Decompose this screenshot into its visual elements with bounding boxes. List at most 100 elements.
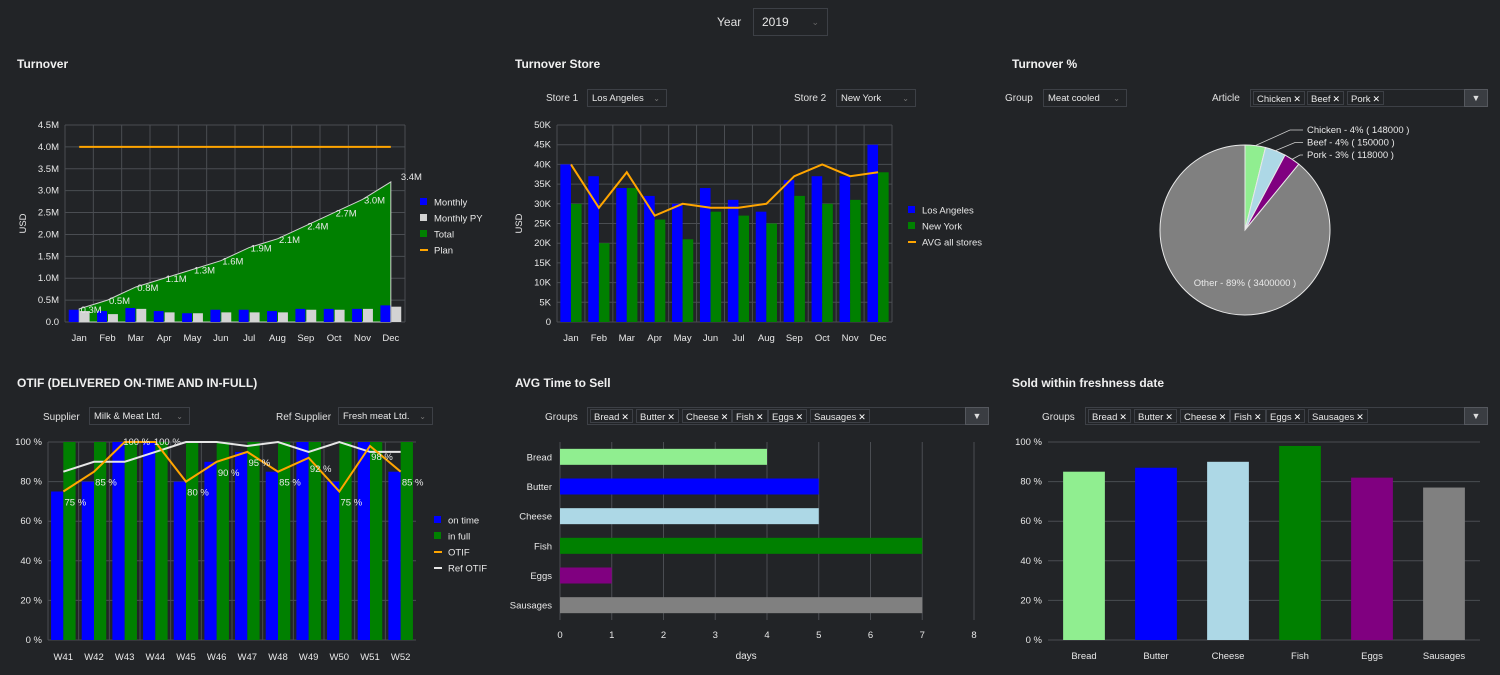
close-icon[interactable]: ✕ — [621, 412, 629, 422]
data-label: 1.9M — [251, 244, 272, 255]
turnover-store-title: Turnover Store — [515, 57, 601, 71]
store2-select[interactable]: New York ⌄ — [836, 89, 916, 107]
close-icon[interactable]: ✕ — [720, 412, 729, 422]
y-tick-label: 3.0M — [38, 186, 59, 197]
bar-fish — [560, 537, 923, 554]
tag-beef[interactable]: Beef ✕ — [1307, 91, 1345, 105]
bar-bread — [1063, 471, 1105, 640]
y-tick-label: 5K — [539, 297, 551, 308]
bar-monthly — [352, 308, 362, 322]
bar-los-angeles — [672, 203, 683, 322]
data-label: 75 % — [65, 498, 87, 509]
y-tick-label: 30K — [534, 199, 552, 210]
x-tick-label: Cheese — [1212, 651, 1245, 662]
y-tick-label: Fish — [534, 541, 552, 552]
bar-monthly-py — [79, 311, 90, 322]
tag-bread[interactable]: Bread ✕ — [1088, 409, 1131, 423]
bar-sausages — [560, 597, 923, 614]
data-label: 0.3M — [81, 305, 102, 316]
tag-butter[interactable]: Butter ✕ — [1134, 409, 1177, 423]
tag-chicken[interactable]: Chicken ✕ — [1253, 91, 1305, 105]
bar-on-time — [112, 442, 125, 640]
x-tick-label: W43 — [115, 652, 135, 663]
tag-eggs[interactable]: Eggs ✕ — [1266, 409, 1306, 423]
group-select[interactable]: Meat cooled ⌄ — [1043, 89, 1127, 107]
bar-new-york — [654, 219, 666, 322]
bar-on-time — [357, 442, 370, 640]
x-tick-label: May — [184, 333, 202, 344]
legend-swatch — [434, 532, 441, 539]
close-icon[interactable]: ✕ — [1165, 412, 1173, 422]
close-icon[interactable]: ✕ — [1293, 412, 1302, 422]
y-tick-label: 0 — [546, 317, 551, 328]
close-icon[interactable]: ✕ — [1332, 94, 1341, 104]
dropdown-toggle-button[interactable]: ▼ — [965, 407, 989, 425]
bar-cheese — [560, 508, 819, 525]
bar-los-angeles — [588, 176, 599, 322]
x-tick-label: 0 — [557, 630, 562, 641]
pie-leader-line — [1275, 142, 1303, 152]
x-tick-label: W45 — [176, 652, 196, 663]
article-label: Article — [1212, 93, 1240, 104]
tag-bread[interactable]: Bread ✕ — [590, 409, 633, 423]
close-icon[interactable]: ✕ — [1356, 412, 1364, 422]
tag-fish[interactable]: Fish ✕ — [732, 409, 768, 423]
x-tick-label: W47 — [238, 652, 258, 663]
y-tick-label: 4.0M — [38, 142, 59, 153]
tag-cheese[interactable]: Cheese ✕ — [1180, 409, 1231, 423]
y-tick-label: 3.5M — [38, 164, 59, 175]
year-select[interactable]: 2019 ⌄ — [753, 8, 828, 36]
supplier-select[interactable]: Milk & Meat Ltd. ⌄ — [89, 407, 190, 425]
bar-los-angeles — [783, 180, 795, 322]
close-icon[interactable]: ✕ — [1372, 94, 1381, 104]
bar-new-york — [682, 239, 694, 322]
legend-label: Los Angeles — [922, 206, 974, 217]
tag-eggs[interactable]: Eggs ✕ — [768, 409, 808, 423]
data-label: 3.0M — [364, 195, 385, 206]
tag-sausages[interactable]: Sausages ✕ — [810, 409, 870, 423]
legend-swatch — [908, 206, 915, 213]
x-tick-label: Aug — [269, 333, 286, 344]
groups-multiselect[interactable]: Bread ✕ Butter ✕ Cheese ✕ Fish ✕ Eggs ✕ Sausa… — [1085, 407, 1488, 425]
close-icon[interactable]: ✕ — [1218, 412, 1227, 422]
bar-in-full — [216, 442, 229, 640]
year-label: Year — [717, 15, 742, 29]
dropdown-toggle-button[interactable]: ▼ — [1464, 407, 1488, 425]
bar-monthly — [238, 309, 249, 322]
tag-butter[interactable]: Butter ✕ — [636, 409, 679, 423]
tag-fish[interactable]: Fish ✕ — [1230, 409, 1266, 423]
legend-label: Monthly — [434, 198, 468, 209]
ref-supplier-select[interactable]: Fresh meat Ltd. ⌄ — [338, 407, 433, 425]
legend-label: New York — [922, 222, 962, 233]
close-icon[interactable]: ✕ — [858, 412, 866, 422]
legend-swatch — [908, 222, 915, 229]
bar-monthly-py — [249, 312, 260, 322]
close-icon[interactable]: ✕ — [795, 412, 804, 422]
x-tick-label: Jun — [703, 333, 718, 344]
x-tick-label: Aug — [758, 333, 775, 344]
store2-value: New York — [841, 93, 882, 104]
ref-supplier-value: Fresh meat Ltd. — [343, 411, 410, 422]
dropdown-toggle-button[interactable]: ▼ — [1464, 89, 1488, 107]
tag-sausages[interactable]: Sausages ✕ — [1308, 409, 1368, 423]
data-label: 0.8M — [137, 283, 158, 294]
legend-swatch — [420, 198, 427, 205]
bar-butter — [1135, 467, 1177, 640]
bar-on-time — [265, 471, 278, 640]
bar-monthly — [125, 307, 136, 322]
article-multiselect[interactable]: Chicken ✕ Beef ✕ Pork ✕ ▼ — [1250, 89, 1488, 107]
store1-select[interactable]: Los Angeles ⌄ — [587, 89, 667, 107]
close-icon[interactable]: ✕ — [1253, 412, 1262, 422]
data-label: 85 % — [95, 478, 117, 489]
legend-label: Total — [434, 230, 454, 241]
close-icon[interactable]: ✕ — [667, 412, 675, 422]
close-icon[interactable]: ✕ — [755, 412, 764, 422]
tag-pork[interactable]: Pork ✕ — [1347, 91, 1385, 105]
groups-multiselect[interactable]: Bread ✕ Butter ✕ Cheese ✕ Fish ✕ Eggs ✕ Sausa… — [587, 407, 989, 425]
close-icon[interactable]: ✕ — [1119, 412, 1127, 422]
close-icon[interactable]: ✕ — [1293, 94, 1301, 104]
bar-on-time — [204, 461, 217, 640]
tag-cheese[interactable]: Cheese ✕ — [682, 409, 733, 423]
otif-title: OTIF (DELIVERED ON-TIME AND IN-FULL) — [17, 376, 258, 390]
x-tick-label: 7 — [920, 630, 925, 641]
